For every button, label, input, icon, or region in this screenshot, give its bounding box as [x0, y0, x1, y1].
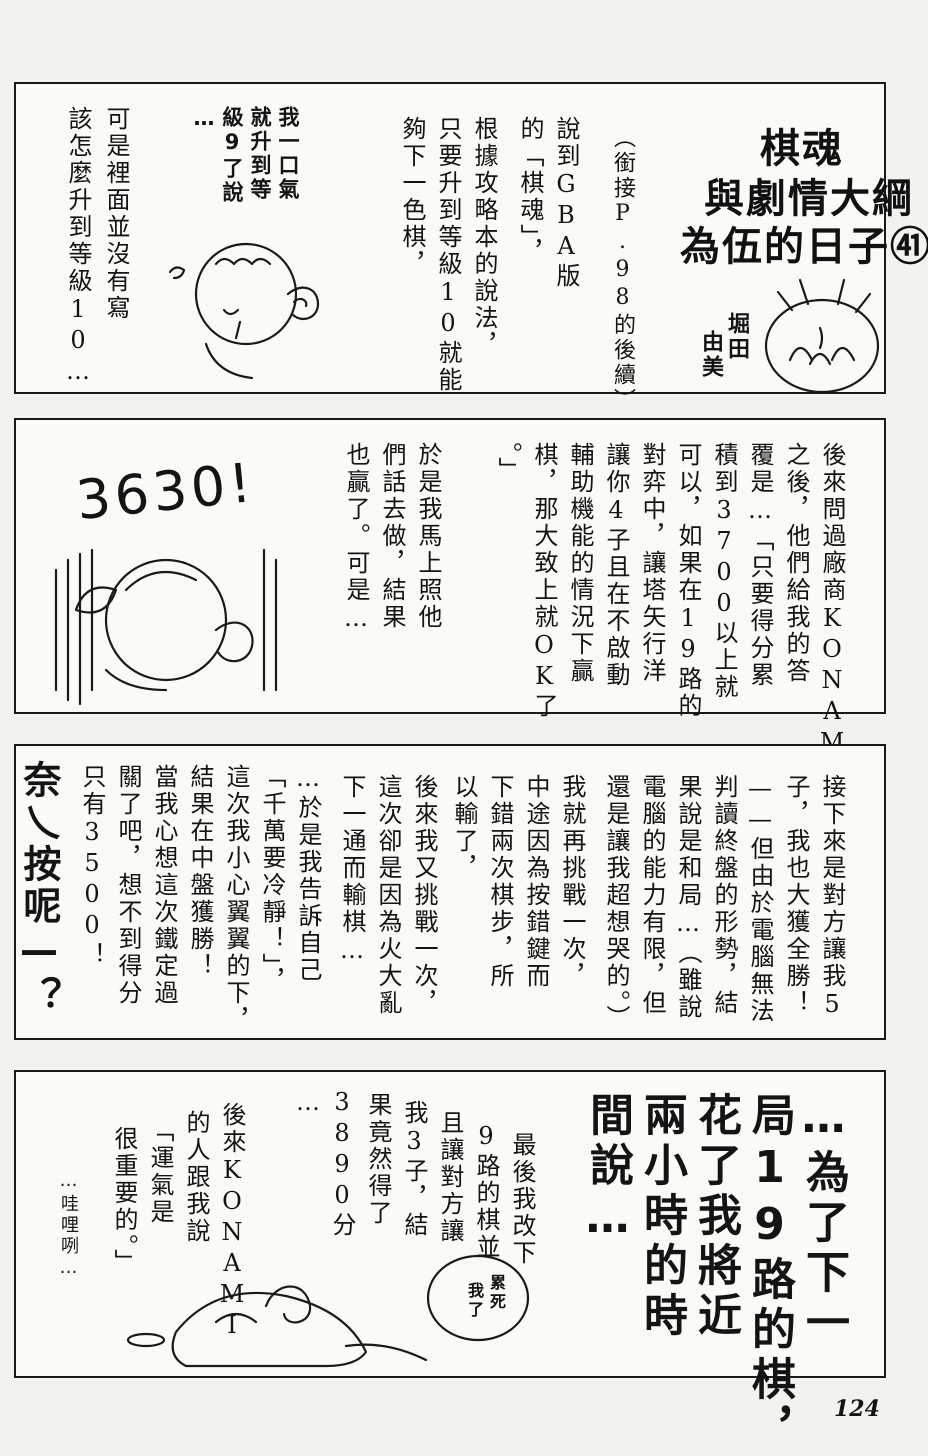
panel2-col: 們話去做，結果: [378, 442, 406, 631]
panel3-col: 下一通而輸棋…: [338, 774, 366, 967]
author-self-portrait: [764, 278, 880, 394]
shout-text: 3630!: [73, 450, 258, 533]
title-line-3: 為伍的日子㊶: [680, 224, 928, 270]
panel3-col: 中途因為按錯鍵而: [522, 774, 550, 990]
panel1-col: 級9了說: [220, 106, 244, 205]
page-number: 124: [834, 1396, 880, 1422]
panel3-col: 當我心想這次鐵定過: [150, 764, 178, 1007]
panel3-col: 果說是和局…（雖說: [674, 774, 702, 1021]
panel4-col: …: [294, 1088, 322, 1119]
panel3-col: 我就再挑戰一次，: [558, 774, 586, 990]
panel3-col: 子，我也大獲全勝！: [782, 774, 810, 1017]
panel4-col: 3890分: [328, 1088, 356, 1239]
panel3-col: 「千萬要冷靜！」，: [258, 764, 286, 995]
panel2-col: 於是我馬上照他: [414, 442, 442, 631]
panel4-big-col: …為了下一: [798, 1092, 849, 1349]
panel-3: 接下來是對方讓我5 子，我也大獲全勝！ ——但由於電腦無法 判讀終盤的形勢，結 …: [14, 744, 886, 1040]
panel2-col: 之後，他們給我的答: [782, 442, 810, 685]
panel2-col: 棋，那大致上就OK了: [530, 442, 558, 720]
panel1-col: 根據攻略本的說法，: [470, 116, 498, 359]
panel1-col: （銜接P.98的後續）: [610, 126, 635, 413]
panel3-col: 接下來是對方讓我5: [818, 774, 846, 1021]
panel4-col: 且讓對方讓: [436, 1110, 464, 1245]
title-line-1: 棋魂: [760, 126, 844, 172]
panel4-col: 後來KONAMI: [218, 1102, 246, 1342]
panel-1: （銜接P.98的後續） 說到GBA版 的「棋魂」， 根據攻略本的說法， 只要升到…: [14, 82, 886, 413]
panel1-col: 的「棋魂」，: [516, 116, 544, 266]
panel2-col: 可以，如果在19路的: [674, 442, 702, 720]
panel4-col: 很重要的。」: [110, 1126, 138, 1276]
panel2-col: 積到3700以上就: [710, 442, 738, 701]
exclaim-text: 奈乀按呢—？: [17, 760, 61, 1018]
panel3-col: 關了吧，想不到得分: [114, 764, 142, 1007]
panel2-col: 對弈中，讓塔矢行洋: [638, 442, 666, 685]
panel3-col: ——但由於電腦無法: [746, 774, 774, 1025]
panel3-col: 電腦的能力有限，但: [638, 774, 666, 1017]
panel1-col: 我一口氣: [276, 106, 300, 202]
panel4-col: 9路的棋並: [472, 1122, 500, 1261]
panel1-col: …: [192, 106, 216, 133]
panel1-col: 夠下一色棋，: [398, 116, 426, 278]
speech-bubble: [426, 1254, 530, 1342]
panel3-col: 這次我小心翼翼的下，: [222, 764, 250, 1034]
panel3-col: 下錯兩次棋步，所: [486, 774, 514, 990]
panel2-col: 覆是…「只要得分累: [746, 442, 774, 689]
panel4-big-col: 兩小時的時: [636, 1092, 687, 1342]
panel1-col: 只要升到等級10就能: [434, 116, 462, 394]
panel4-big-col: 花了我將近: [690, 1092, 741, 1342]
panel2-col: 。」: [494, 442, 522, 484]
panel3-col: 以輸了，: [450, 774, 478, 882]
title-line-2: 與劇情大綱: [704, 176, 914, 222]
panel2-col: 輔助機能的情況下贏: [566, 442, 594, 685]
author-sketch-3: [126, 1285, 428, 1368]
panel1-col: 說到GBA版: [552, 116, 580, 290]
panel4-col: 的人跟我說: [182, 1110, 210, 1245]
panel1-col: 該怎麼升到等級10…: [64, 106, 92, 388]
author-name: 堀田: [724, 312, 749, 362]
panel1-col: 就升到等: [248, 106, 272, 202]
panel4-big-col: 間說…: [582, 1092, 633, 1249]
panel4-col: 果竟然得了: [364, 1092, 392, 1227]
panel2-col: 讓你4子且在不啟動: [602, 442, 630, 689]
panel3-col: 這次卻是因為火大亂: [374, 774, 402, 1017]
panel-2: 後來問過廠商KONAMI 之後，他們給我的答 覆是…「只要得分累 積到3700以…: [14, 418, 886, 790]
panel4-big-col: 局19路的棋，: [744, 1092, 795, 1456]
panel3-col: 結果在中盤獲勝！: [186, 764, 214, 980]
panel3-col: 只有3500！: [78, 764, 106, 969]
panel-4: …為了下一 局19路的棋， 花了我將近 兩小時的時 間說… 最後我改下 9路的棋…: [14, 1070, 886, 1456]
sfx-text: …哇哩咧…: [58, 1170, 79, 1281]
panel3-col: …於是我告訴自己: [294, 764, 322, 984]
author-sketch-2: [54, 548, 278, 706]
panel3-col: 後來我又挑戰一次，: [410, 774, 438, 1017]
panel2-col: 也贏了。可是…: [342, 442, 370, 635]
panel4-col: 我3子，結: [400, 1100, 428, 1239]
panel3-col: 判讀終盤的形勢，結: [710, 774, 738, 1017]
panel3-col: 還是讓我超想哭的。）: [602, 774, 630, 1032]
panel4-col: 最後我改下: [508, 1132, 536, 1267]
bubble-text: 累死: [487, 1274, 506, 1312]
panel2-col: 後來問過廠商KONAMI: [818, 442, 846, 790]
author-name: 由美: [698, 330, 723, 380]
author-sketch-1: [168, 242, 320, 380]
panel1-col: 可是裡面並沒有寫: [102, 106, 130, 322]
bubble-text: 我了: [465, 1282, 484, 1320]
panel4-col: 「運氣是: [146, 1118, 174, 1226]
